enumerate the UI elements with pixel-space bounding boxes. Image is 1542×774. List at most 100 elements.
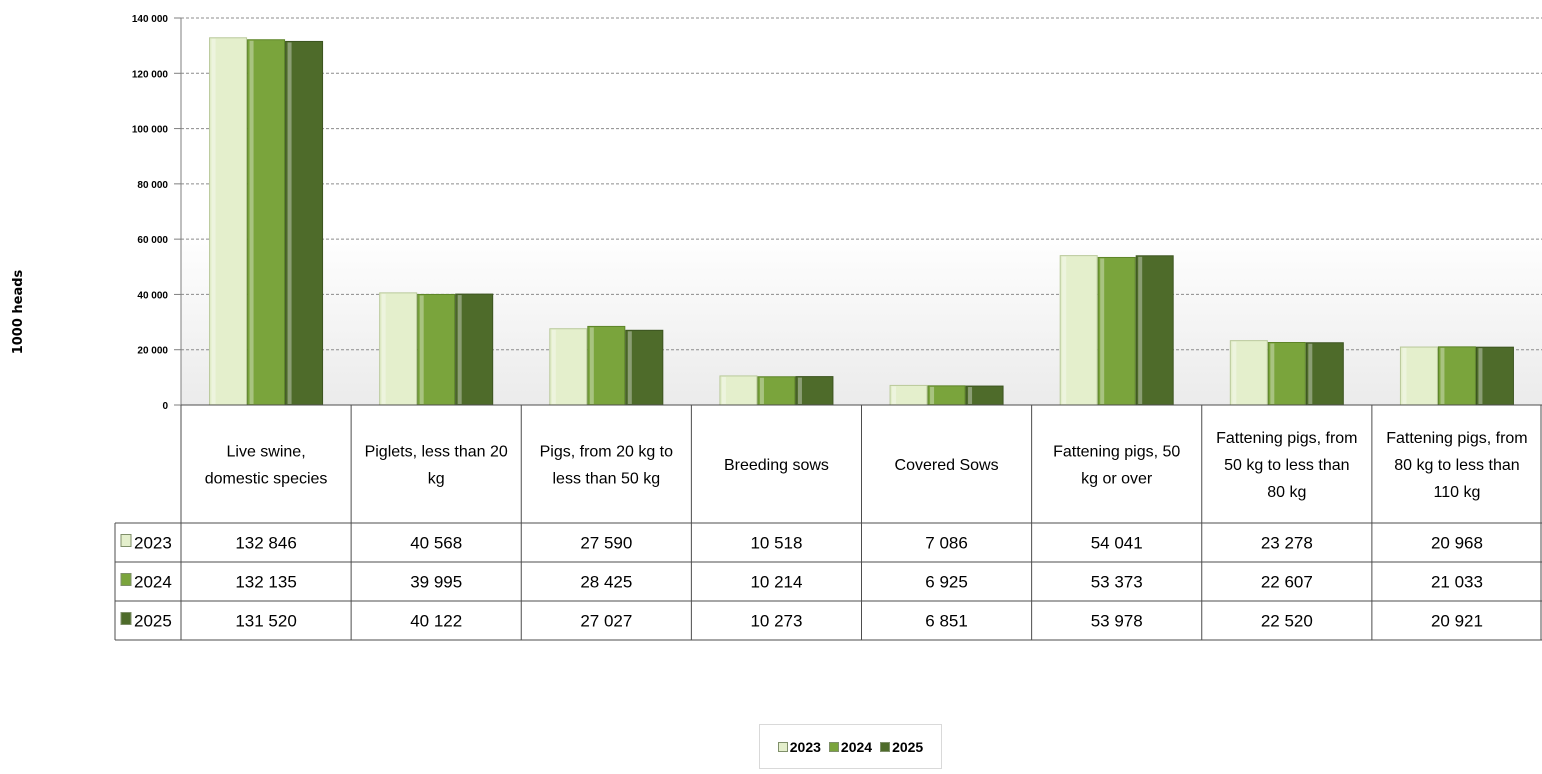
bar-2025-0 bbox=[285, 40, 324, 406]
bar-highlight bbox=[1402, 348, 1407, 404]
bar-2023-2 bbox=[549, 328, 588, 406]
bar-2024-6 bbox=[1267, 342, 1306, 406]
bar-highlight bbox=[1062, 256, 1067, 404]
y-tick-label: 120 000 bbox=[132, 69, 169, 80]
bar-2024-5 bbox=[1097, 256, 1136, 406]
table-cell-2023-2: 27 590 bbox=[580, 534, 632, 553]
table-cell-2024-6: 22 607 bbox=[1261, 573, 1313, 592]
category-label: Fattening pigs, from bbox=[1386, 430, 1527, 447]
table-cell-2025-0: 131 520 bbox=[235, 612, 296, 631]
legend-label-2024: 2024 bbox=[840, 738, 873, 755]
bar-highlight bbox=[1232, 341, 1237, 404]
bar-2025-6 bbox=[1305, 342, 1344, 406]
bar-highlight bbox=[1308, 343, 1313, 404]
row-label-2025: 2025 bbox=[134, 612, 172, 631]
y-tick-label: 100 000 bbox=[132, 125, 169, 136]
category-label: Covered Sows bbox=[895, 457, 999, 474]
legend-item-2023: 2023 bbox=[777, 738, 821, 755]
category-label: Fattening pigs, 50 bbox=[1053, 444, 1180, 461]
bar-2023-7 bbox=[1399, 346, 1438, 406]
bar-highlight bbox=[1100, 258, 1105, 404]
category-label: domestic species bbox=[205, 471, 328, 488]
category-label: 110 kg bbox=[1434, 484, 1481, 501]
table-cell-2023-0: 132 846 bbox=[235, 534, 296, 553]
table-cell-2024-5: 53 373 bbox=[1091, 573, 1143, 592]
bar-highlight bbox=[419, 295, 424, 404]
legend-swatch-2025 bbox=[880, 741, 891, 752]
table-cell-2024-0: 132 135 bbox=[235, 573, 296, 592]
y-tick-label: 60 000 bbox=[137, 235, 168, 246]
y-tick-label: 0 bbox=[162, 401, 168, 412]
bar-2023-3 bbox=[719, 375, 758, 406]
table-cell-2023-7: 20 968 bbox=[1431, 534, 1483, 553]
y-tick-label: 40 000 bbox=[137, 290, 168, 301]
bar-highlight bbox=[457, 295, 462, 404]
y-axis-title: 1000 heads bbox=[11, 269, 26, 354]
bar-2024-3 bbox=[757, 376, 796, 406]
category-label: 80 kg bbox=[1267, 484, 1306, 501]
table-cell-2024-2: 28 425 bbox=[580, 573, 632, 592]
table-cell-2025-1: 40 122 bbox=[410, 612, 462, 631]
table-cell-2025-7: 20 921 bbox=[1431, 612, 1483, 631]
bar-2023-1 bbox=[379, 292, 418, 406]
table-cell-2023-5: 54 041 bbox=[1091, 534, 1143, 553]
bar-highlight bbox=[721, 376, 726, 404]
y-tick-label: 140 000 bbox=[132, 14, 169, 25]
category-label: Piglets, less than 20 bbox=[365, 444, 508, 461]
bar-highlight bbox=[892, 386, 897, 404]
bar-highlight bbox=[249, 40, 254, 404]
bar-2024-1 bbox=[417, 293, 456, 406]
bar-highlight bbox=[287, 42, 292, 405]
y-tick-label: 80 000 bbox=[137, 180, 168, 191]
table-cell-2024-1: 39 995 bbox=[410, 573, 462, 592]
category-label: Pigs, from 20 kg to bbox=[540, 444, 673, 461]
bar-highlight bbox=[1138, 256, 1143, 404]
category-label: Fattening pigs, from bbox=[1216, 430, 1357, 447]
bar-2023-0 bbox=[209, 37, 248, 406]
row-label-2023: 2023 bbox=[134, 534, 172, 553]
table-cell-2024-4: 6 925 bbox=[925, 573, 968, 592]
legend-label-2023: 2023 bbox=[789, 738, 821, 755]
bar-2023-6 bbox=[1229, 340, 1268, 406]
table-cell-2023-6: 23 278 bbox=[1261, 534, 1313, 553]
table-cell-2024-3: 10 214 bbox=[750, 573, 802, 592]
category-label: 80 kg to less than bbox=[1394, 457, 1519, 474]
bar-highlight bbox=[797, 377, 802, 404]
bar-2025-3 bbox=[795, 376, 834, 406]
table-cell-2023-1: 40 568 bbox=[410, 534, 462, 553]
bar-2024-0 bbox=[247, 39, 286, 406]
table-cell-2024-7: 21 033 bbox=[1431, 573, 1483, 592]
legend-swatch-2023 bbox=[777, 741, 788, 752]
row-swatch-2024 bbox=[120, 573, 132, 586]
y-axis-title-svg: 1000 heads bbox=[11, 269, 26, 354]
table-cell-2023-4: 7 086 bbox=[925, 534, 968, 553]
table-cell-2025-2: 27 027 bbox=[580, 612, 632, 631]
bar-highlight bbox=[1270, 343, 1275, 404]
row-label-2024: 2024 bbox=[134, 573, 172, 592]
bar-highlight bbox=[551, 329, 556, 404]
category-label: 50 kg to less than bbox=[1224, 457, 1349, 474]
bar-highlight bbox=[1440, 347, 1445, 404]
legend-label-2025: 2025 bbox=[892, 738, 924, 755]
legend: 2023 2024 2025 bbox=[759, 724, 942, 769]
table-cell-2025-6: 22 520 bbox=[1261, 612, 1313, 631]
legend-item-2024: 2024 bbox=[828, 738, 873, 755]
bar-highlight bbox=[968, 387, 973, 404]
bar-highlight bbox=[589, 327, 594, 404]
legend-item-2025: 2025 bbox=[880, 739, 923, 755]
table-cell-2023-3: 10 518 bbox=[750, 534, 802, 553]
data-table: Live swine, domestic species Piglets, less… bbox=[114, 404, 1542, 641]
bar-2023-5 bbox=[1059, 255, 1098, 406]
bar-highlight bbox=[759, 377, 764, 404]
y-tick-label: 20 000 bbox=[137, 346, 168, 357]
bar-2025-7 bbox=[1475, 346, 1514, 406]
row-swatch-2025 bbox=[120, 612, 132, 625]
bar-2025-1 bbox=[455, 293, 494, 406]
bar-2024-2 bbox=[587, 325, 626, 406]
category-label: kg or over bbox=[1081, 471, 1153, 488]
bar-2024-7 bbox=[1437, 346, 1476, 406]
legend-swatch-2024 bbox=[828, 741, 839, 752]
bar-highlight bbox=[211, 38, 216, 405]
category-label: less than 50 kg bbox=[553, 471, 661, 488]
